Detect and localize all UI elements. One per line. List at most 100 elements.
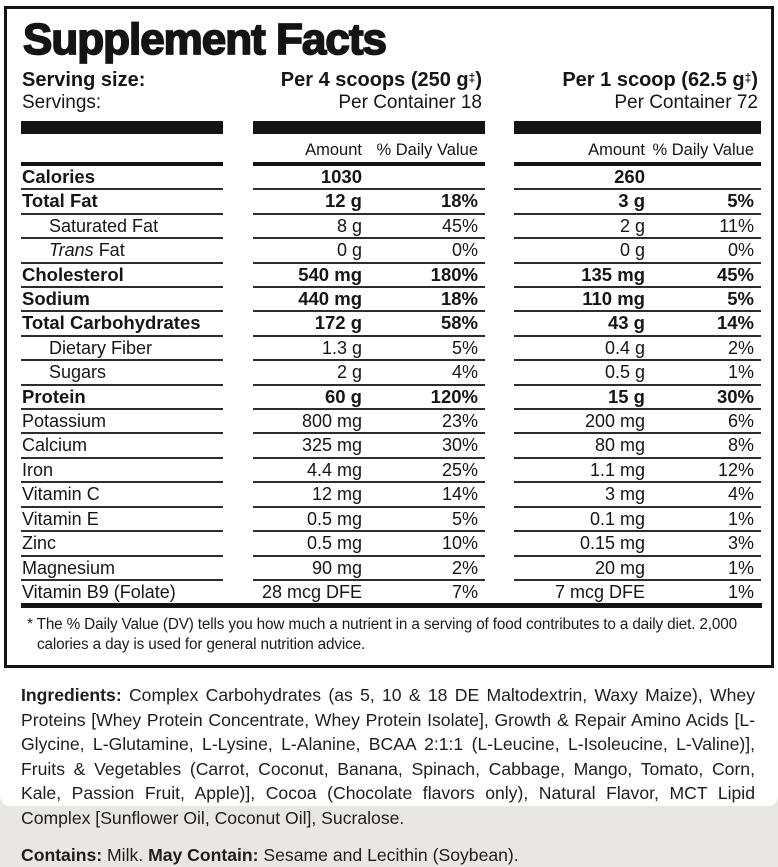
nutrient-rows: Calories 1030 260 Total Fat 12 g 18% 3 g 5% Satu…	[21, 166, 762, 603]
may-contain-text: Sesame and Lecithin (Soybean).	[258, 845, 519, 866]
table-row: Protein 60 g 120% 15 g 30%	[21, 385, 762, 411]
column-gap	[485, 69, 514, 92]
column-gap	[223, 434, 253, 458]
value-cells: 1.1 mg 12%	[514, 459, 761, 484]
value-cells: 110 mg 5%	[514, 288, 761, 313]
table-row: Calcium 325 mg 30% 80 mg 8%	[21, 434, 762, 459]
value-cells: 0.1 mg 1%	[514, 508, 761, 533]
amount-value: 325 mg	[301, 435, 362, 456]
daily-value-percent: 2%	[727, 337, 754, 358]
column-gap	[485, 134, 514, 166]
value-cells: 0.5 mg 10%	[253, 532, 485, 557]
nutrient-name: Sodium	[21, 288, 223, 313]
column-gap	[485, 483, 514, 507]
value-cells: 28 mcg DFE 7%	[253, 581, 485, 603]
serving-size-per-1-scoop: Per 1 scoop (62.5 g‡)	[562, 69, 758, 91]
column-gap	[223, 508, 253, 532]
daily-value-percent: 1%	[727, 508, 754, 529]
nutrient-name: Iron	[21, 459, 223, 484]
daily-value-percent: 8%	[727, 435, 754, 456]
amount-value: 15 g	[607, 385, 645, 407]
daily-value-percent: 1%	[727, 581, 754, 602]
amount-value: 60 g	[324, 385, 362, 407]
daily-value-percent: 30%	[441, 435, 478, 456]
column-gap	[485, 215, 514, 239]
amount-value: 2 g	[336, 362, 362, 383]
value-cells: 135 mg 45%	[514, 263, 761, 289]
daily-value-footnote: * The % Daily Value (DV) tells you how m…	[27, 616, 737, 653]
value-cells: 2 g 11%	[514, 215, 761, 240]
amount-value: 3 mg	[604, 484, 645, 505]
panel-title: Supplement Facts	[22, 15, 388, 64]
column-gap	[485, 361, 514, 385]
amount-value: 172 g	[314, 312, 362, 334]
daily-value-percent: 4%	[451, 362, 478, 383]
daily-value-percent	[651, 166, 761, 188]
amount-value: 0.4 g	[604, 337, 645, 358]
ingredients-paragraph: Ingredients: Complex Carbohydrates (as 5…	[21, 683, 755, 830]
value-cells: 1030	[253, 166, 485, 191]
nutrient-name: Calcium	[21, 434, 223, 459]
column-gap	[223, 410, 253, 434]
table-row: Sodium 440 mg 18% 110 mg 5%	[21, 288, 762, 313]
value-cells: 200 mg 6%	[514, 410, 761, 435]
column-gap	[223, 459, 253, 483]
daily-value-percent: 4%	[727, 484, 754, 505]
amount-value: 12 mg	[311, 484, 362, 505]
daily-value-percent	[368, 166, 485, 188]
amount-value: 135 mg	[581, 263, 645, 285]
column-gap	[485, 121, 514, 134]
amount-value: 1.3 g	[321, 337, 362, 358]
value-cells: 7 mcg DFE 1%	[514, 581, 761, 603]
allergens-paragraph: Contains: Milk. May Contain: Sesame and …	[21, 844, 755, 867]
column-gap	[223, 190, 253, 214]
nutrient-name: Total Carbohydrates	[21, 312, 223, 337]
value-cells: 0 g 0%	[253, 239, 485, 264]
amount-value: 28 mcg DFE	[261, 581, 362, 602]
column-gap	[223, 581, 253, 603]
double-dagger-symbol: ‡	[468, 71, 476, 85]
column-gap	[485, 239, 514, 263]
table-row: Zinc 0.5 mg 10% 0.15 mg 3%	[21, 532, 762, 557]
value-cells: 90 mg 2%	[253, 557, 485, 581]
column-gap	[485, 386, 514, 410]
daily-value-percent: 58%	[440, 312, 478, 334]
contains-text: Milk.	[102, 845, 149, 866]
daily-value-percent: 45%	[441, 215, 478, 236]
nutrient-name: Dietary Fiber	[21, 337, 223, 362]
column-gap	[485, 410, 514, 434]
value-cells: 0.15 mg 3%	[514, 532, 761, 557]
amount-value: 1.1 mg	[589, 459, 645, 480]
column-gap	[223, 121, 253, 134]
amount-value: 800 mg	[301, 411, 362, 432]
amount-value: 540 mg	[298, 263, 362, 285]
daily-value-percent: 5%	[727, 288, 754, 310]
value-cells: 3 mg 4%	[514, 483, 761, 508]
column-gap	[485, 312, 514, 336]
amount-value: 0.15 mg	[579, 533, 645, 554]
daily-value-percent: 23%	[441, 411, 478, 432]
value-cells: 540 mg 180%	[253, 263, 485, 289]
column-gap	[223, 166, 253, 190]
amount-header: Amount	[588, 141, 645, 159]
column-gap	[485, 532, 514, 556]
daily-value-percent: 10%	[441, 533, 478, 554]
column-gap	[223, 483, 253, 507]
column-gap	[485, 557, 514, 581]
nutrient-name: Protein	[21, 386, 223, 411]
table-row: Vitamin E 0.5 mg 5% 0.1 mg 1%	[21, 508, 762, 533]
column-gap	[223, 337, 253, 361]
nutrient-name: Potassium	[21, 410, 223, 435]
amount-value: 0.5 g	[604, 362, 645, 383]
column-gap	[223, 361, 253, 385]
serving-size-row: Serving size: Per 4 scoops (250 g‡) Per …	[21, 69, 762, 92]
amount-value: 80 mg	[594, 435, 645, 456]
value-cells: 15 g 30%	[514, 385, 761, 411]
daily-value-percent: 18%	[440, 190, 478, 212]
table-row: Iron 4.4 mg 25% 1.1 mg 12%	[21, 459, 762, 484]
column-gap	[223, 386, 253, 410]
daily-value-percent: 3%	[727, 533, 754, 554]
daily-value-percent: 180%	[430, 263, 478, 285]
divider-bar	[21, 121, 223, 134]
daily-value-percent: 25%	[441, 459, 478, 480]
